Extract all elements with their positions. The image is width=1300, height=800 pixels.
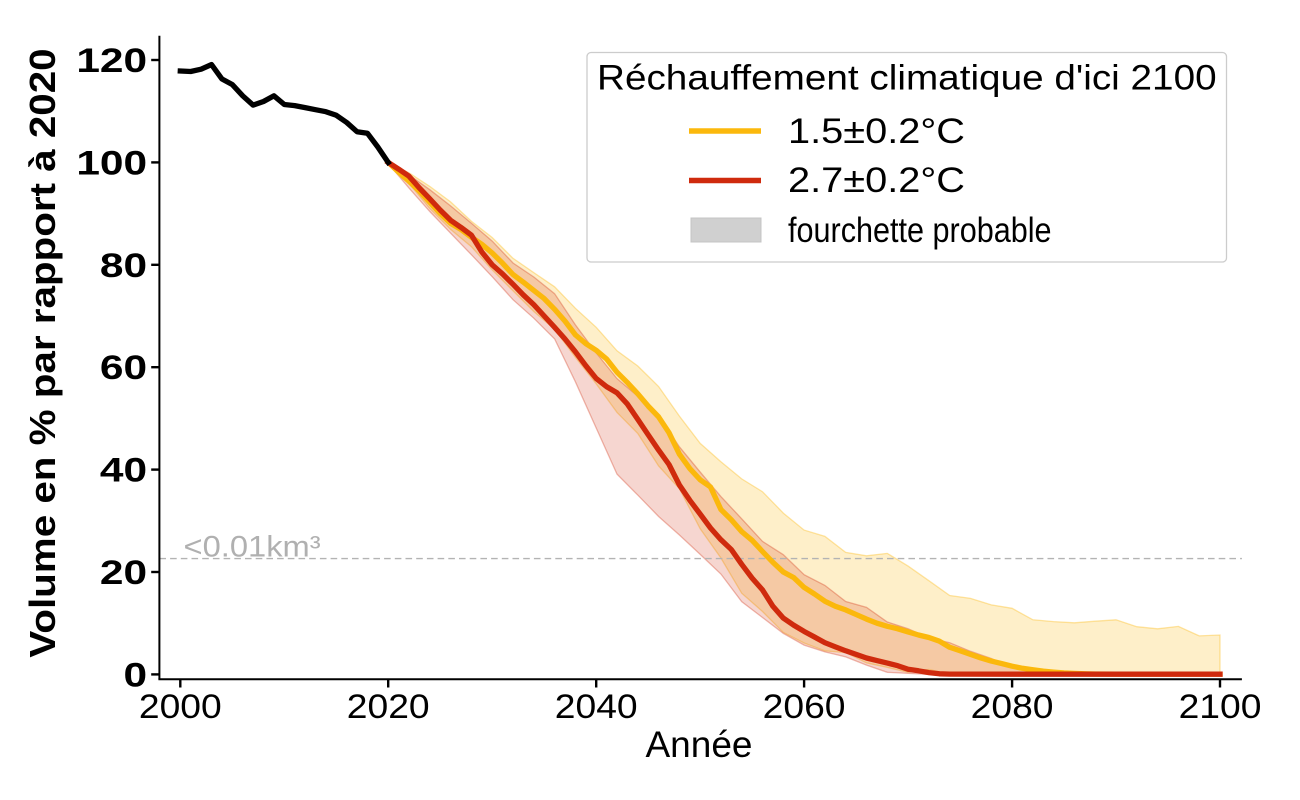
svg-text:Année: Année [646, 724, 753, 765]
svg-text:<0.01km³: <0.01km³ [184, 530, 321, 563]
svg-text:40: 40 [100, 451, 147, 489]
svg-text:2040: 2040 [555, 687, 638, 725]
svg-text:2080: 2080 [971, 687, 1054, 725]
svg-text:2000: 2000 [139, 687, 222, 725]
svg-text:60: 60 [100, 349, 147, 387]
svg-text:fourchette probable: fourchette probable [788, 211, 1052, 251]
svg-text:80: 80 [100, 246, 147, 284]
svg-text:Réchauffement climatique d'ici: Réchauffement climatique d'ici 2100 [597, 57, 1217, 97]
svg-text:2020: 2020 [347, 687, 430, 725]
svg-text:2060: 2060 [763, 687, 846, 725]
svg-text:2100: 2100 [1179, 687, 1262, 725]
svg-text:20: 20 [100, 554, 147, 592]
svg-text:0: 0 [124, 656, 148, 694]
svg-text:2.7±0.2°C: 2.7±0.2°C [788, 160, 965, 200]
svg-text:Volume en % par rapport à 2020: Volume en % par rapport à 2020 [23, 48, 64, 657]
svg-text:100: 100 [76, 144, 147, 182]
svg-text:120: 120 [76, 42, 147, 80]
svg-text:1.5±0.2°C: 1.5±0.2°C [788, 111, 965, 151]
